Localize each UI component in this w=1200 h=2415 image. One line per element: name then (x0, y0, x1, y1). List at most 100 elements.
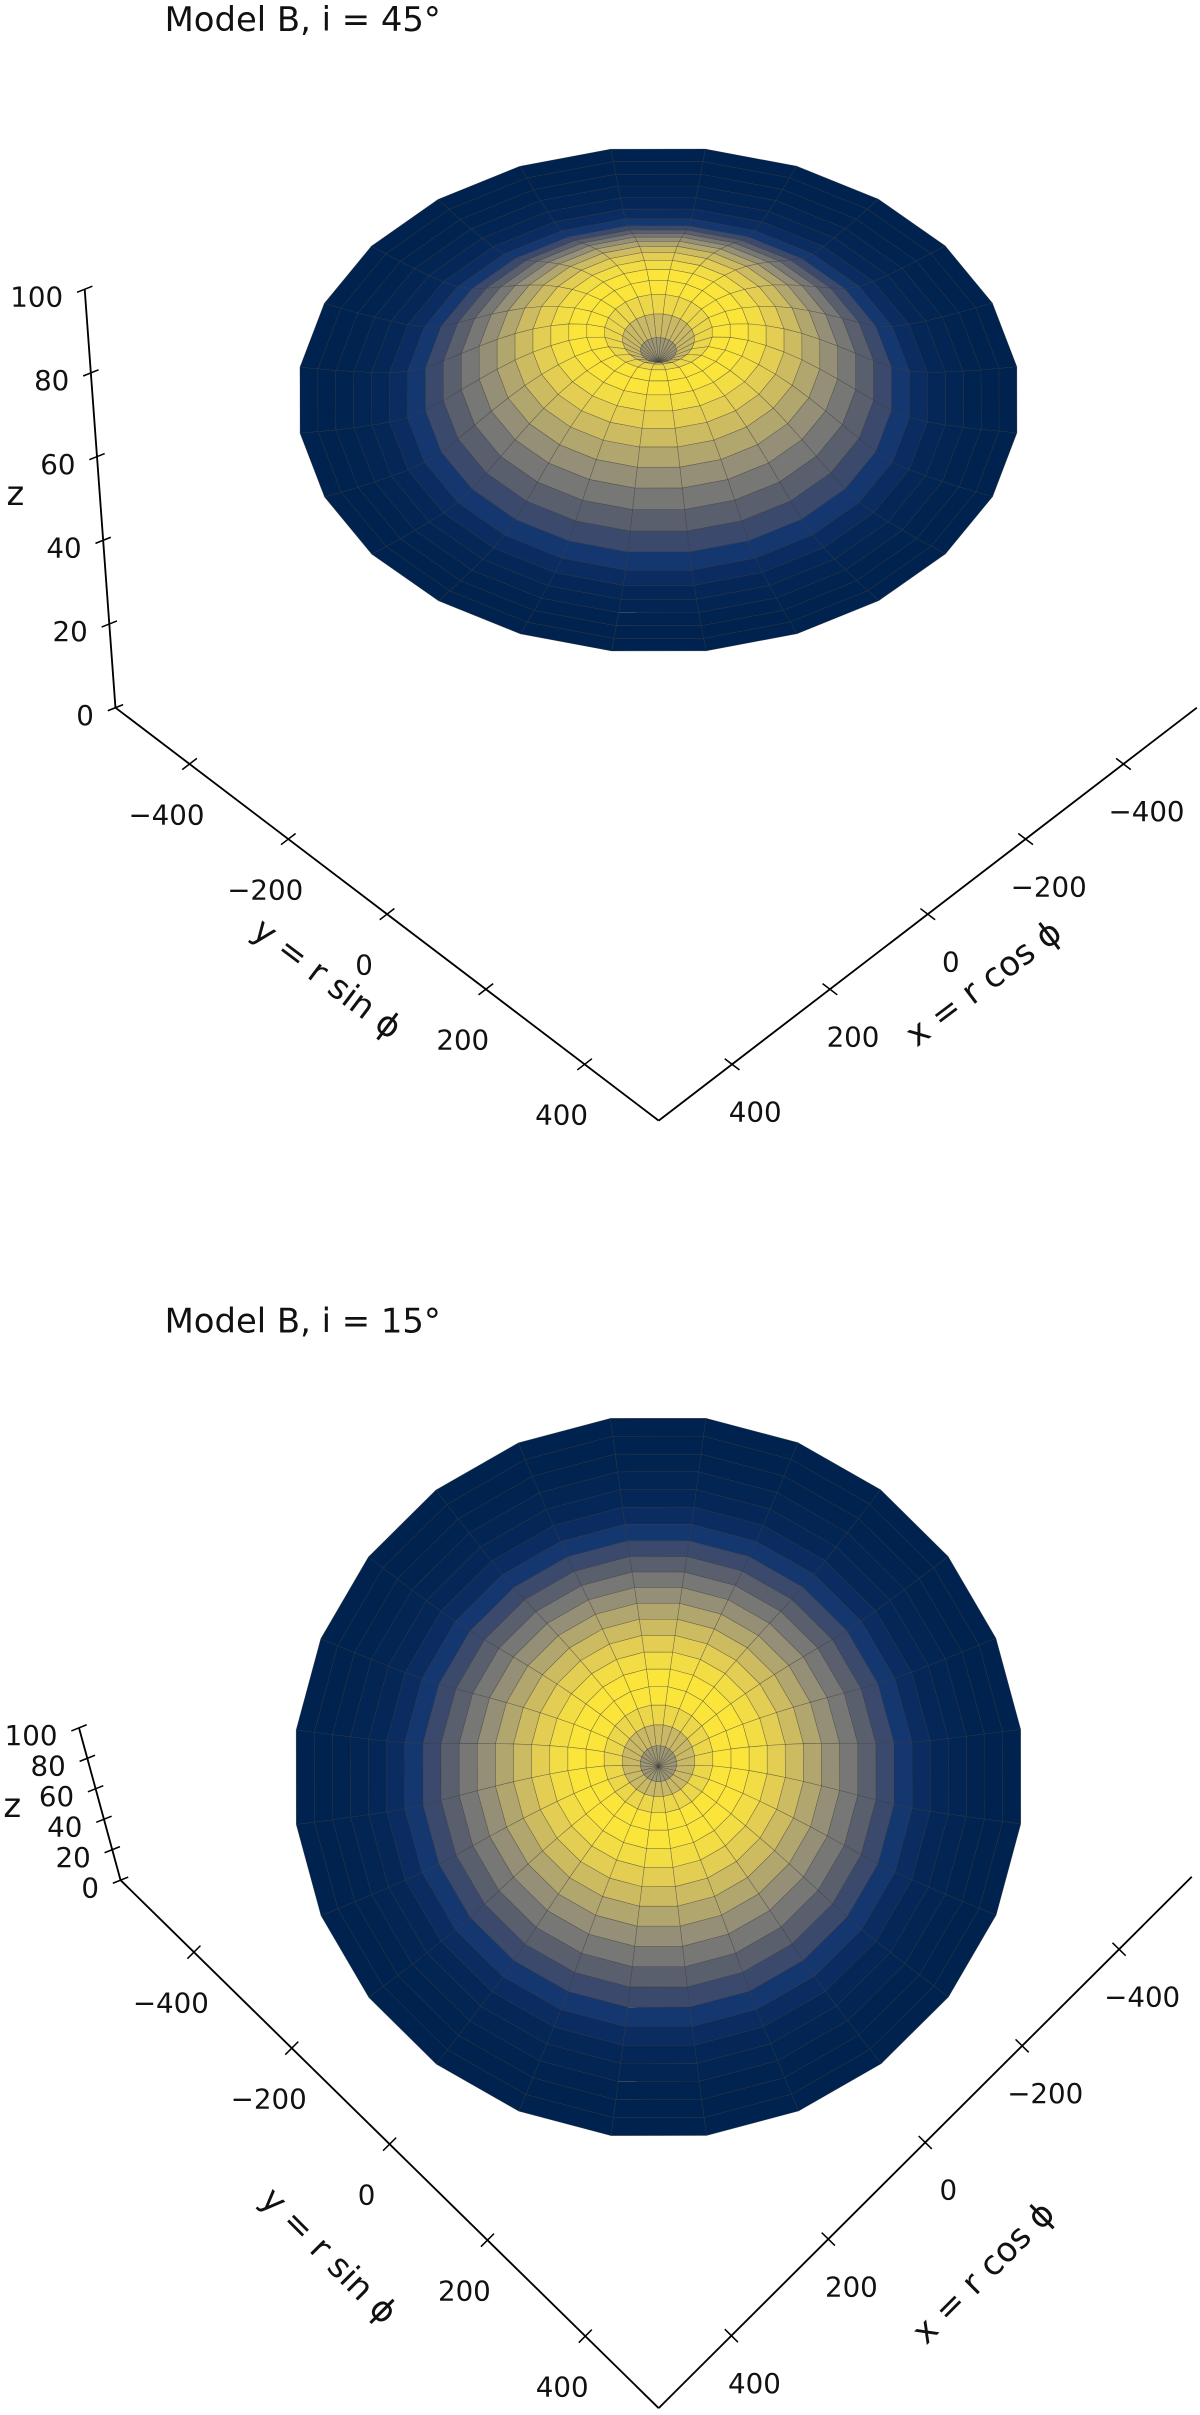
surface-patch (984, 1731, 1003, 1822)
surface-patch (622, 569, 695, 586)
surface-patch (891, 366, 910, 418)
surface-patch (404, 1742, 424, 1810)
y-tick-label: 0 (355, 948, 373, 981)
surface-patch (766, 1744, 786, 1778)
surface-patch (1002, 1729, 1022, 1825)
z-tick (104, 1845, 121, 1854)
x-tick (724, 1058, 740, 1071)
surface-patch (639, 246, 678, 253)
z-tick-label: 60 (39, 1780, 74, 1813)
z-tick (82, 369, 99, 377)
z-tick-label: 40 (46, 532, 81, 565)
z-axis-label: z (7, 474, 25, 513)
y-tick (280, 832, 297, 846)
x-tick (918, 2135, 933, 2150)
surface-patch (620, 2044, 698, 2064)
surface-patch (617, 1471, 700, 1490)
surface-patch (748, 1745, 768, 1775)
z-axis (78, 1727, 122, 1881)
x-tick (821, 2232, 836, 2247)
z-tick (87, 1784, 104, 1793)
surface-patch (629, 1966, 688, 1988)
surface-patch (622, 208, 694, 220)
surface-patch (625, 551, 693, 571)
surface-patch (839, 1742, 858, 1796)
z-tick (101, 620, 118, 628)
surface-patch (632, 487, 685, 510)
z-tick (107, 703, 124, 712)
surface-patch (440, 1743, 460, 1801)
surface-patch (648, 280, 669, 295)
x-tick (1115, 757, 1132, 771)
surface-patch (648, 1686, 669, 1706)
surface-patch (639, 428, 678, 448)
surface-patch (636, 1905, 681, 1927)
y-axis-label: y = r sin ϕ (245, 910, 409, 1047)
y-tick (478, 983, 494, 996)
x-tick-label: −200 (1007, 2077, 1083, 2110)
surface-patch (626, 1540, 690, 1557)
y-tick (379, 907, 395, 921)
surface-patch (295, 1729, 315, 1825)
y-tick (186, 1945, 202, 1960)
surface-patch (641, 252, 676, 261)
surface-patch (639, 1886, 678, 1907)
surface-patch (627, 1986, 690, 2008)
surface-patch (630, 509, 688, 532)
surface-patch (646, 1829, 671, 1849)
surface-patch (643, 1848, 674, 1868)
surface-patch (458, 1743, 478, 1796)
surface-patch (335, 370, 355, 431)
surface-patch (585, 1748, 605, 1769)
surface-patch (299, 366, 319, 434)
y-tick-label: −200 (231, 2082, 307, 2115)
surface-patch (980, 368, 1000, 432)
surface-patch (353, 371, 373, 428)
z-tick (95, 536, 112, 545)
surface-patch (619, 1489, 697, 1508)
surface-patch (627, 530, 690, 553)
panel: Model B, i = 15° x = r cos ϕ y = r sin ϕ z −… (3, 1302, 1193, 2409)
surface-patch (314, 1732, 333, 1823)
x-tick-label: −400 (1104, 1980, 1180, 2013)
surface-patch (622, 2026, 695, 2046)
y-tick-label: 400 (535, 1099, 588, 1132)
z-tick (71, 1724, 87, 1732)
surface-patch (857, 1742, 877, 1801)
surface-patch (627, 225, 690, 231)
surface-patch (610, 148, 706, 162)
surface-patch (622, 1506, 695, 1525)
x-tick (1017, 832, 1034, 846)
z-tick-label: 100 (10, 280, 63, 313)
z-tick-label: 80 (31, 1750, 66, 1783)
x-tick-label: 0 (942, 945, 960, 978)
surface-patch (615, 2081, 702, 2101)
y-tick (578, 2329, 593, 2344)
z-axis (83, 289, 117, 708)
surface-patch (636, 241, 680, 247)
surface-patch (620, 585, 697, 600)
surface-patch (513, 1743, 532, 1783)
z-tick (95, 1815, 112, 1824)
surface-patch (893, 1741, 913, 1809)
z-tick-label: 60 (40, 448, 75, 481)
surface-patch (947, 1736, 967, 1817)
surface-patch (350, 1736, 369, 1818)
y-tick-label: −400 (128, 798, 204, 831)
x-tick-label: −200 (1011, 870, 1087, 903)
surface-patch (386, 1740, 406, 1813)
surface-patch (612, 1435, 704, 1455)
surface-patch (926, 371, 946, 426)
y-tick-label: 200 (438, 2274, 491, 2307)
surface-patch (617, 185, 699, 199)
z-axis-label: z (3, 1786, 21, 1825)
x-tick (1111, 1942, 1127, 1957)
y-tick (576, 1058, 593, 1071)
surface-patch (629, 229, 688, 234)
surface-patch (620, 197, 697, 210)
surface-patch (784, 1743, 804, 1782)
surface-patch (644, 394, 674, 412)
z-tick-label: 0 (76, 699, 94, 732)
